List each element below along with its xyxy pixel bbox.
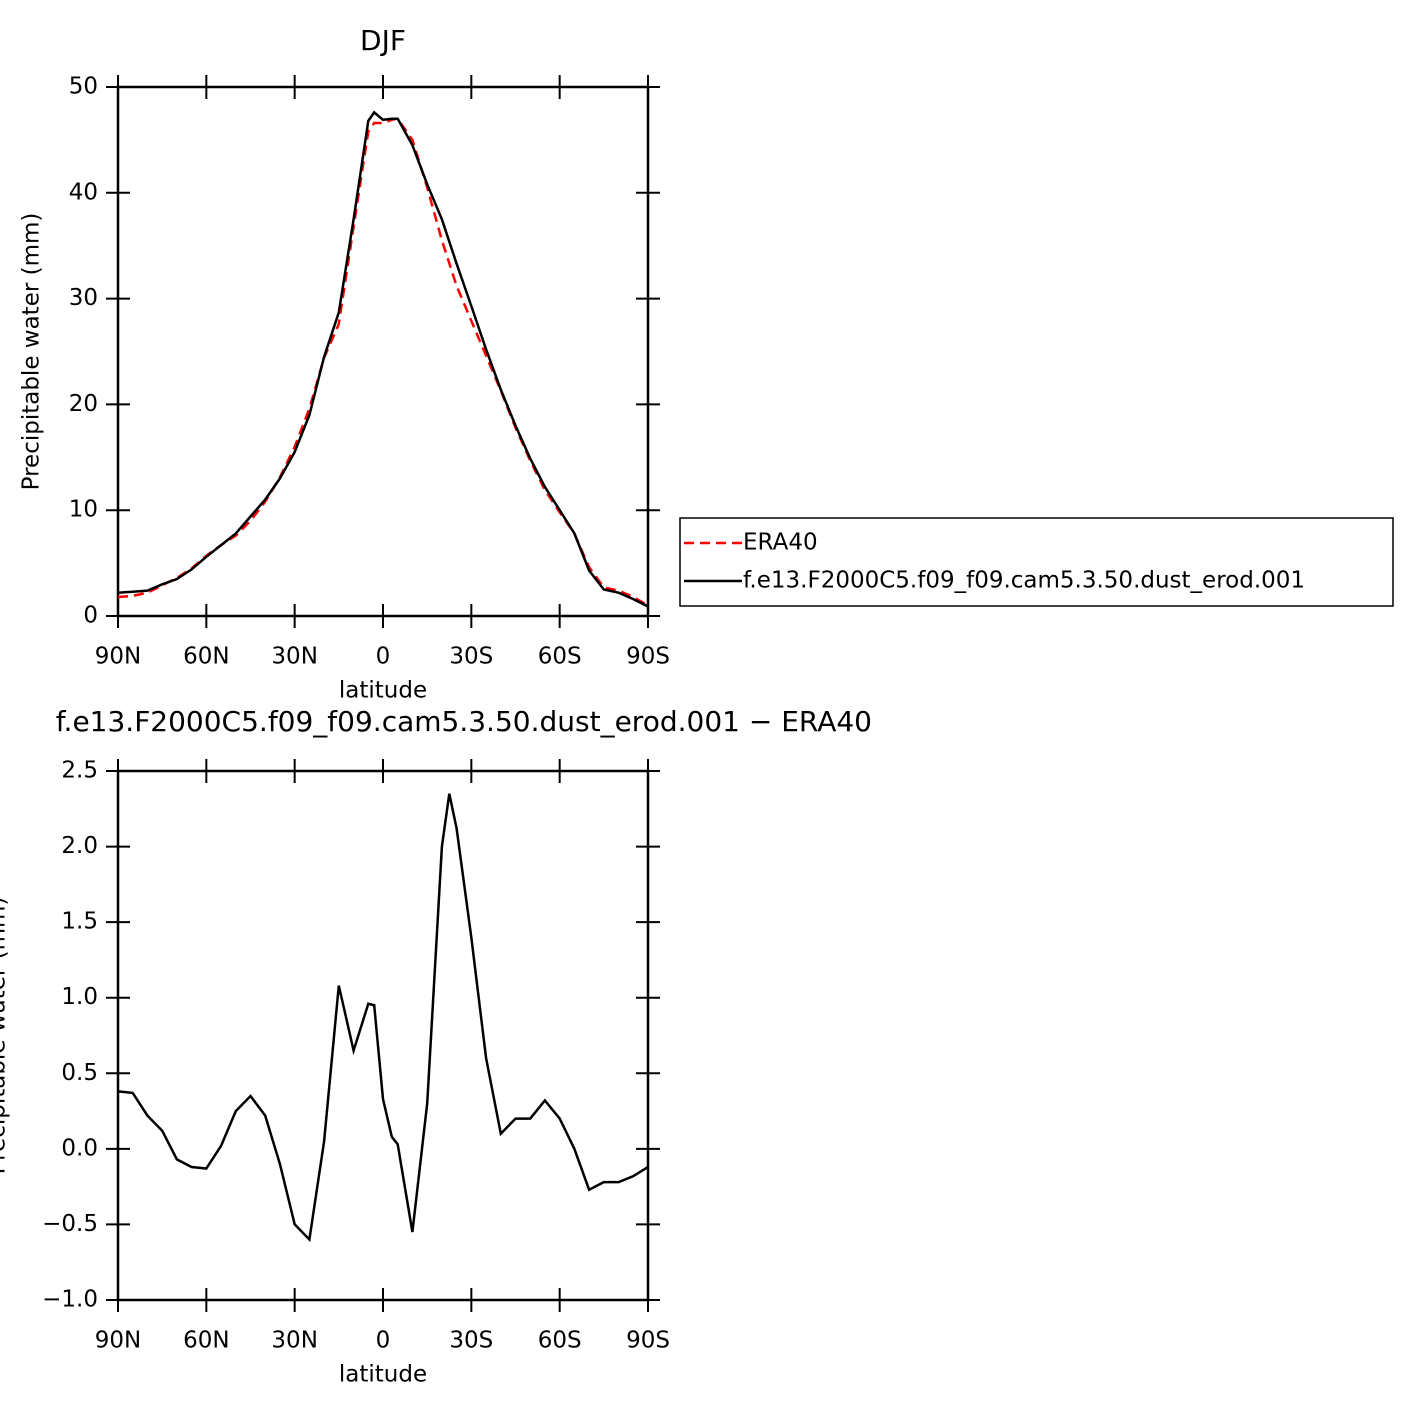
chart-title: f.e13.F2000C5.f09_f09.cam5.3.50.dust_ero… [56,705,872,738]
x-tick-label: 60N [183,1328,229,1354]
y-tick-label: −1.0 [42,1287,98,1313]
legend-label: f.e13.F2000C5.f09_f09.cam5.3.50.dust_ero… [743,568,1305,594]
plot-frame [116,85,650,618]
data-line [117,110,649,608]
plot-frame [116,769,650,1302]
y-tick-label: 2.0 [61,833,98,859]
x-tick-label: 90S [626,1328,670,1354]
y-tick-label: −0.5 [42,1211,98,1237]
x-axis-label: latitude [339,678,427,704]
y-tick-label: 40 [69,179,98,205]
x-tick-label: 0 [376,644,391,670]
y-tick-label: 0 [83,603,98,629]
y-tick-label: 0.0 [61,1135,98,1161]
x-tick-label: 90N [95,1328,141,1354]
chart-title: DJF [360,24,406,57]
x-tick-label: 30S [449,644,493,670]
y-axis-label: Precipitable water (mm) [0,897,11,1175]
x-tick-label: 60S [538,644,582,670]
legend-box [679,517,1394,607]
data-line [117,793,649,1243]
y-tick-label: 50 [69,74,98,100]
x-tick-label: 30N [271,644,317,670]
y-tick-label: 2.5 [61,758,98,784]
x-tick-label: 60S [538,1328,582,1354]
y-axis-label: Precipitable water (mm) [19,213,45,491]
x-tick-label: 0 [376,1328,391,1354]
legend-label: ERA40 [743,530,818,556]
data-line [117,117,649,607]
y-tick-label: 1.0 [61,984,98,1010]
y-tick-label: 1.5 [61,909,98,935]
x-tick-label: 30S [449,1328,493,1354]
x-tick-label: 60N [183,644,229,670]
y-tick-label: 10 [69,497,98,523]
y-tick-label: 30 [69,285,98,311]
x-tick-label: 90N [95,644,141,670]
x-tick-label: 90S [626,644,670,670]
y-tick-label: 0.5 [61,1060,98,1086]
x-tick-label: 30N [271,1328,317,1354]
x-axis-label: latitude [339,1362,427,1388]
y-tick-label: 20 [69,391,98,417]
